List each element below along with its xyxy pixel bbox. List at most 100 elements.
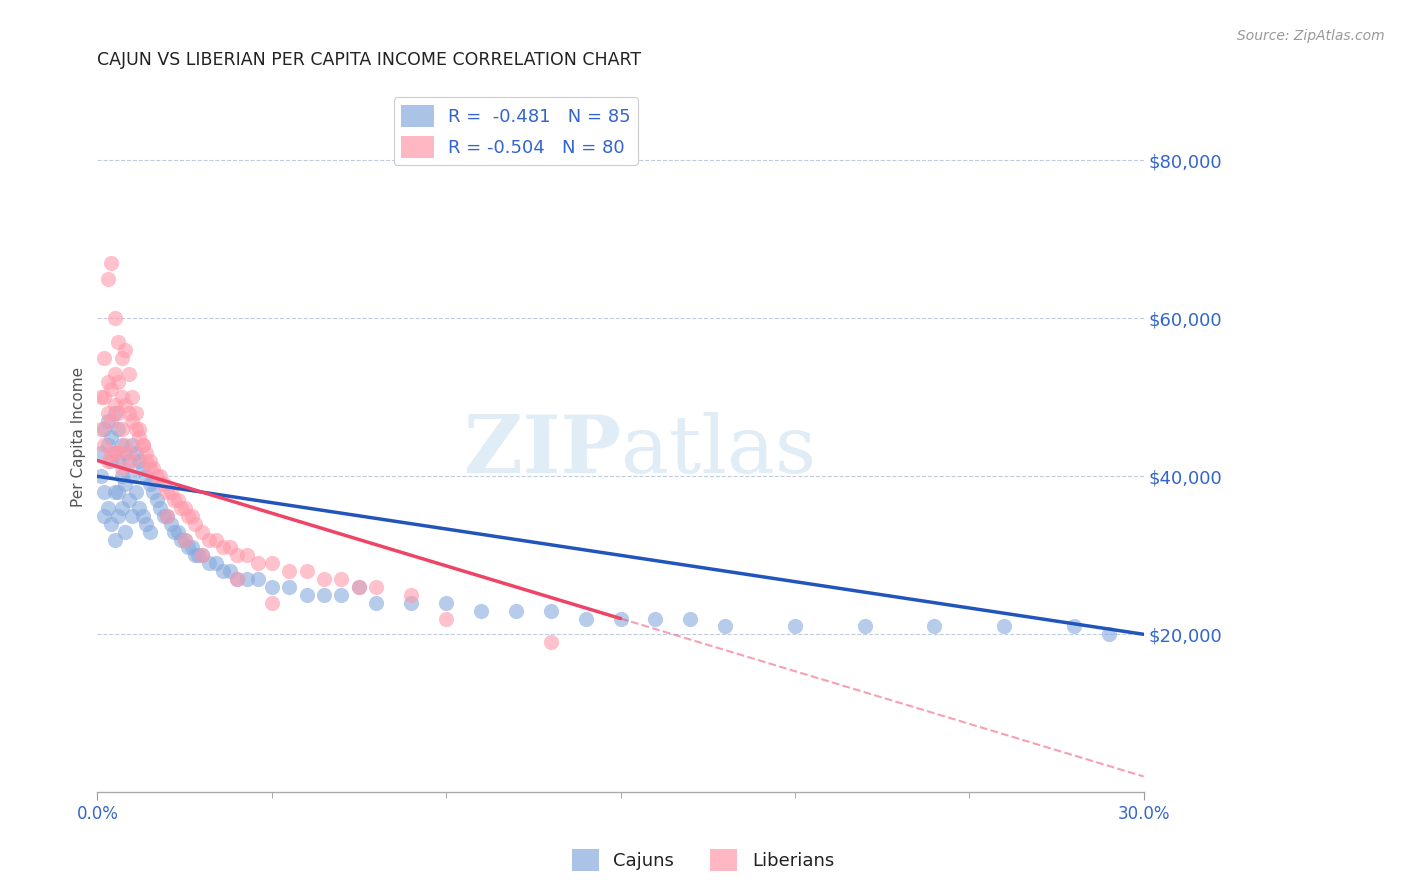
Point [225,549,247,563]
Text: Source: ZipAtlas.com: Source: ZipAtlas.com [1237,29,1385,43]
Point [100,383,122,397]
Point [177,508,200,523]
Point [125,485,148,500]
Point [173,500,195,515]
Point [149,469,172,483]
Point [260,580,283,594]
Point [399,596,422,610]
Point [679,611,702,625]
Point [149,500,172,515]
Point [125,445,148,459]
Point [118,406,141,420]
Point [107,453,129,467]
Text: ZIP: ZIP [464,412,620,490]
Point [312,588,335,602]
Point [107,445,129,459]
Point [118,493,141,508]
Point [184,549,207,563]
Point [180,508,202,523]
Point [166,493,188,508]
Point [347,580,370,594]
Point [225,572,247,586]
Point [107,375,129,389]
Point [118,367,141,381]
Point [111,390,134,404]
Point [366,580,388,594]
Point [159,485,181,500]
Point [295,588,318,602]
Point [107,406,129,420]
Point [111,351,134,365]
Point [152,508,174,523]
Point [131,438,153,452]
Point [93,438,115,452]
Point [107,422,129,436]
Point [104,445,127,459]
Point [366,596,388,610]
Point [177,541,200,555]
Point [1063,619,1085,633]
Point [104,311,127,326]
Point [170,533,193,547]
Point [434,611,457,625]
Point [540,635,562,649]
Point [97,375,120,389]
Point [135,445,157,459]
Point [111,438,134,452]
Point [135,453,157,467]
Point [104,406,127,420]
Point [198,533,221,547]
Y-axis label: Per Capita Income: Per Capita Income [72,367,86,507]
Point [505,604,527,618]
Point [104,367,127,381]
Point [330,572,353,586]
Point [212,564,235,578]
Point [184,516,207,531]
Point [100,430,122,444]
Point [93,485,115,500]
Point [187,549,209,563]
Point [159,516,181,531]
Point [163,524,186,539]
Point [156,508,179,523]
Point [312,572,335,586]
Point [114,343,136,357]
Point [783,619,806,633]
Point [135,469,157,483]
Point [347,580,370,594]
Point [100,414,122,428]
Point [114,398,136,412]
Point [470,604,492,618]
Point [138,524,160,539]
Point [714,619,737,633]
Point [1098,627,1121,641]
Point [128,500,150,515]
Point [97,272,120,286]
Point [156,485,179,500]
Point [107,485,129,500]
Point [128,430,150,444]
Point [142,461,165,475]
Legend: Cajuns, Liberians: Cajuns, Liberians [565,842,841,879]
Point [260,556,283,570]
Point [163,493,186,508]
Point [330,588,353,602]
Point [100,445,122,459]
Point [170,500,193,515]
Point [434,596,457,610]
Point [93,422,115,436]
Point [118,453,141,467]
Point [135,516,157,531]
Point [131,508,153,523]
Point [152,477,174,491]
Point [236,549,259,563]
Point [191,549,214,563]
Point [114,524,136,539]
Point [90,390,112,404]
Text: atlas: atlas [620,412,815,490]
Point [212,541,235,555]
Point [93,351,115,365]
Point [121,469,143,483]
Point [111,422,134,436]
Point [121,438,143,452]
